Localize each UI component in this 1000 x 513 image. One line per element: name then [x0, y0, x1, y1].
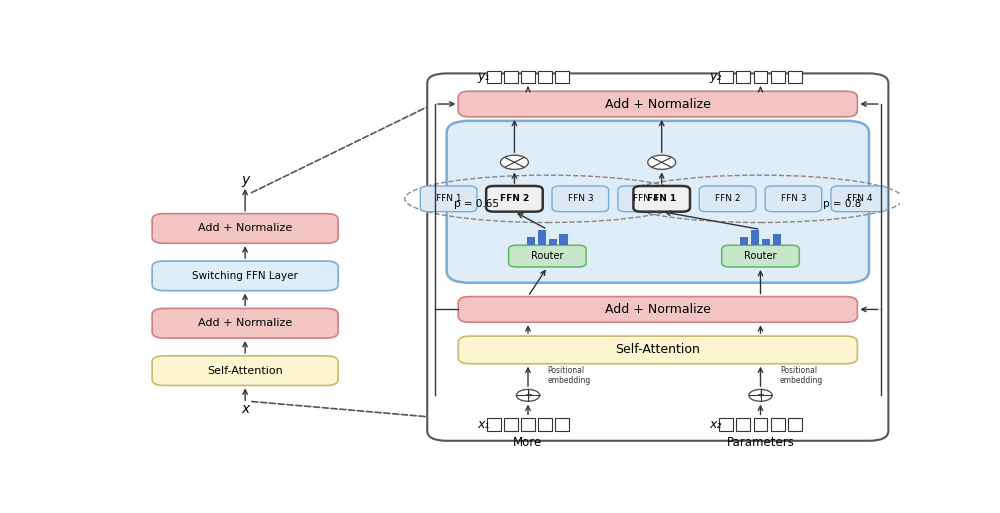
Bar: [740, 236, 748, 245]
FancyBboxPatch shape: [152, 308, 338, 338]
Text: x: x: [241, 402, 249, 416]
Bar: [538, 230, 546, 245]
Text: FFN 4: FFN 4: [847, 194, 872, 203]
FancyBboxPatch shape: [831, 186, 888, 212]
Bar: [487, 418, 501, 431]
Text: More: More: [513, 436, 543, 449]
Text: x₂: x₂: [709, 418, 722, 431]
Bar: [555, 71, 569, 83]
Text: Router: Router: [744, 251, 777, 261]
Text: Add + Normalize: Add + Normalize: [605, 303, 711, 316]
Bar: [559, 234, 568, 245]
Text: Positional
embedding: Positional embedding: [547, 366, 591, 385]
Text: Add + Normalize: Add + Normalize: [198, 224, 292, 233]
Bar: [521, 418, 535, 431]
FancyBboxPatch shape: [765, 186, 822, 212]
FancyBboxPatch shape: [420, 186, 477, 212]
Text: Parameters: Parameters: [727, 436, 794, 449]
FancyBboxPatch shape: [552, 186, 609, 212]
FancyBboxPatch shape: [427, 73, 888, 441]
Bar: [771, 71, 785, 83]
Text: FFN 2: FFN 2: [715, 194, 740, 203]
Text: FFN 4: FFN 4: [633, 194, 659, 203]
Bar: [771, 418, 785, 431]
FancyBboxPatch shape: [633, 186, 690, 212]
FancyBboxPatch shape: [152, 356, 338, 385]
Circle shape: [749, 389, 772, 401]
Bar: [555, 418, 569, 431]
Text: y₂: y₂: [709, 70, 722, 84]
FancyBboxPatch shape: [152, 213, 338, 243]
Text: Add + Normalize: Add + Normalize: [198, 318, 292, 328]
FancyBboxPatch shape: [458, 297, 857, 322]
Bar: [762, 239, 770, 245]
Bar: [521, 71, 535, 83]
FancyBboxPatch shape: [722, 245, 799, 267]
Bar: [773, 234, 781, 245]
Text: Switching FFN Layer: Switching FFN Layer: [192, 271, 298, 281]
Bar: [736, 71, 750, 83]
Text: FFN 3: FFN 3: [568, 194, 593, 203]
Text: Positional
embedding: Positional embedding: [780, 366, 823, 385]
Bar: [504, 418, 518, 431]
Bar: [538, 418, 552, 431]
Text: +: +: [757, 390, 765, 400]
Bar: [754, 418, 767, 431]
Text: FFN 3: FFN 3: [781, 194, 806, 203]
FancyBboxPatch shape: [486, 186, 543, 212]
Text: Self-Attention: Self-Attention: [207, 366, 283, 376]
Text: FFN 2: FFN 2: [500, 194, 529, 203]
Circle shape: [648, 155, 676, 169]
Text: Add + Normalize: Add + Normalize: [605, 97, 711, 110]
Text: y: y: [241, 173, 249, 187]
Bar: [788, 418, 802, 431]
Bar: [549, 239, 557, 245]
FancyBboxPatch shape: [699, 186, 756, 212]
Text: p = 0.65: p = 0.65: [454, 199, 499, 209]
Text: FFN 1: FFN 1: [647, 194, 676, 203]
Text: +: +: [524, 390, 532, 400]
Bar: [754, 71, 767, 83]
Text: FFN 1: FFN 1: [436, 194, 461, 203]
FancyBboxPatch shape: [152, 261, 338, 291]
Bar: [527, 236, 535, 245]
FancyBboxPatch shape: [509, 245, 586, 267]
Bar: [487, 71, 501, 83]
Circle shape: [500, 155, 528, 169]
Bar: [719, 418, 733, 431]
Circle shape: [516, 389, 540, 401]
Bar: [751, 230, 759, 245]
Bar: [719, 71, 733, 83]
Text: Router: Router: [531, 251, 564, 261]
Text: Self-Attention: Self-Attention: [615, 343, 700, 357]
FancyBboxPatch shape: [618, 186, 674, 212]
FancyBboxPatch shape: [458, 336, 857, 364]
FancyBboxPatch shape: [447, 121, 869, 283]
FancyBboxPatch shape: [458, 91, 857, 117]
Bar: [538, 71, 552, 83]
Text: p = 0.8: p = 0.8: [823, 199, 861, 209]
Bar: [788, 71, 802, 83]
Bar: [736, 418, 750, 431]
Bar: [504, 71, 518, 83]
Text: x₁: x₁: [477, 418, 489, 431]
Text: y₁: y₁: [477, 70, 489, 84]
